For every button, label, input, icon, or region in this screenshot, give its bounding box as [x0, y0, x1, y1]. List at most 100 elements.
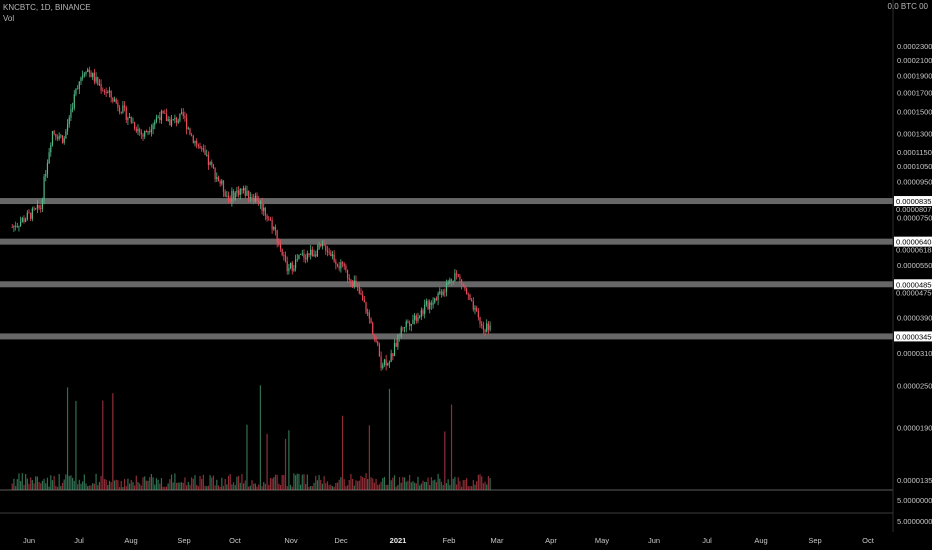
volume-bar	[330, 484, 332, 490]
volume-bar	[234, 485, 236, 490]
candle-body	[179, 113, 181, 121]
candle-body	[447, 283, 449, 284]
candle-body	[51, 131, 54, 146]
candle-body	[455, 273, 458, 275]
volume-bar	[125, 486, 127, 490]
candle-body	[110, 90, 112, 98]
candle-body	[383, 359, 386, 365]
volume-bar	[368, 425, 370, 490]
candle-body	[266, 215, 268, 219]
candle-body	[58, 136, 60, 139]
volume-bar	[387, 484, 389, 490]
volume-bar	[241, 474, 243, 490]
volume-bar	[202, 474, 204, 490]
volume-bar	[360, 475, 362, 490]
volume-bar	[207, 485, 210, 490]
volume-bar	[388, 388, 391, 490]
volume-bar	[467, 486, 469, 490]
currency-label[interactable]: 0.0 BTC 00	[887, 2, 928, 11]
candle-body	[405, 321, 407, 328]
candle-body	[77, 88, 79, 90]
candle-body	[422, 310, 424, 314]
volume-bar	[246, 424, 248, 490]
candle-body	[434, 298, 436, 303]
level-band	[0, 238, 893, 245]
volume-bar	[434, 479, 436, 490]
volume-bar	[362, 476, 364, 490]
volume-bar	[305, 483, 307, 490]
candle-body	[98, 84, 101, 86]
candle-body	[197, 144, 199, 147]
candle-body	[373, 334, 375, 338]
volume-bar	[353, 485, 355, 490]
volume-bar	[92, 483, 94, 490]
x-tick-label: Dec	[334, 536, 348, 545]
candle-body	[442, 291, 444, 295]
volume-bar	[414, 482, 416, 490]
candle-body	[226, 195, 228, 197]
volume-bar	[333, 486, 335, 490]
volume-bar	[432, 480, 434, 490]
candle-body	[137, 128, 139, 132]
volume-bar	[75, 400, 77, 490]
volume-bar	[231, 484, 233, 490]
volume-bar	[440, 481, 443, 490]
x-tick-label: Sep	[808, 536, 821, 545]
candle-body	[66, 123, 69, 132]
volume-bar	[276, 474, 278, 490]
volume-bar	[471, 486, 473, 490]
candle-body	[169, 119, 171, 126]
candle-body	[378, 344, 381, 357]
candle-body	[46, 163, 49, 175]
volume-bar	[90, 485, 92, 490]
volume-bar	[447, 479, 449, 490]
volume-bar	[117, 480, 119, 490]
candle-body	[439, 291, 441, 294]
volume-bar	[412, 481, 414, 490]
candle-body	[97, 77, 99, 85]
candle-body	[144, 131, 146, 137]
candle-body	[60, 135, 62, 137]
candle-body	[142, 134, 144, 137]
volume-bar	[464, 479, 466, 490]
candle-body	[486, 323, 488, 332]
candle-body	[258, 201, 260, 204]
candle-body	[291, 262, 293, 271]
volume-bar	[123, 479, 126, 490]
volume-bar	[437, 473, 439, 490]
volume-bar	[214, 485, 216, 490]
level-price-label: 0.00003450	[896, 332, 932, 341]
volume-bar	[38, 481, 40, 490]
volume-bar	[351, 478, 354, 490]
volume-bar	[165, 486, 168, 490]
volume-bar	[227, 475, 230, 490]
candle-body	[330, 252, 332, 257]
candle-body	[207, 154, 210, 165]
candle-body	[479, 317, 481, 324]
volume-bar	[296, 473, 298, 490]
candle-body	[149, 131, 151, 133]
candle-body	[353, 280, 355, 287]
volume-bar	[211, 477, 213, 490]
candle-body	[427, 301, 429, 309]
candle-body	[88, 69, 90, 73]
volume-bar	[422, 480, 424, 490]
volume-bar	[325, 483, 327, 490]
candle-body	[279, 244, 282, 249]
volume-bar	[256, 486, 258, 490]
volume-bar	[102, 400, 104, 490]
volume-bar	[162, 486, 164, 490]
candle-body	[325, 245, 327, 251]
candle-body	[224, 191, 226, 197]
volume-bar	[113, 480, 116, 490]
volume-bar	[450, 404, 453, 490]
candle-body	[239, 188, 241, 195]
volume-bar	[310, 486, 312, 490]
volume-bar	[405, 481, 407, 490]
candle-body	[184, 116, 186, 118]
volume-bar	[130, 480, 132, 490]
